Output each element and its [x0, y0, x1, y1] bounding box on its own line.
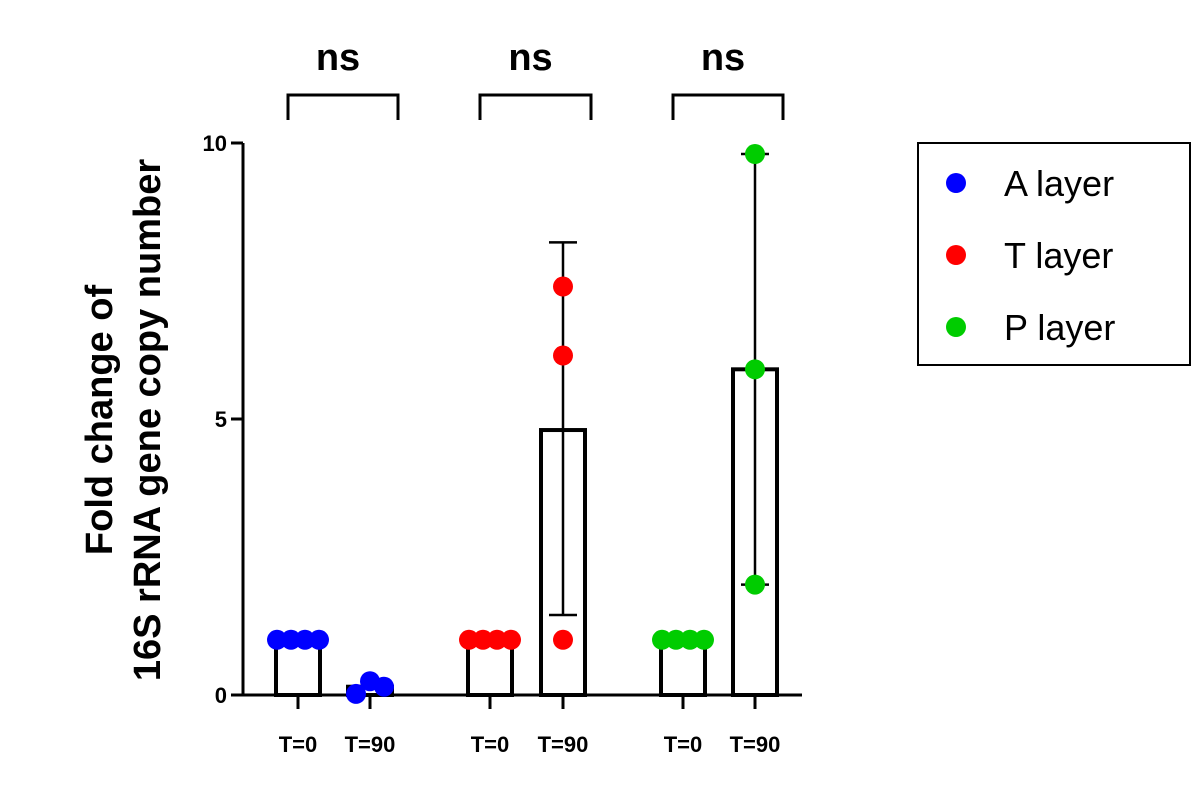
t-layer-significance-bracket	[478, 93, 593, 120]
legend-label-a-layer: A layer	[1004, 163, 1114, 204]
a-layer-point-t0-1	[267, 629, 287, 650]
p-layer-point-t90-2	[745, 359, 765, 380]
y-tick-label-10: 10	[203, 131, 227, 156]
t-layer-point-t0-1	[459, 629, 479, 650]
legend-marker-a-layer	[946, 173, 966, 193]
p-layer-point-t0-1	[652, 629, 672, 650]
t-layer-point-t0-2	[473, 629, 493, 650]
y-tick-label-5: 5	[215, 407, 227, 432]
p-layer-point-t0-4	[694, 629, 714, 650]
a-layer-significance-label: ns	[316, 37, 360, 79]
t-layer-point-t0-4	[501, 629, 521, 650]
legend-marker-p-layer	[946, 317, 966, 337]
p-layer-point-t90-1	[745, 144, 765, 165]
t-layer-significance-label: ns	[508, 37, 552, 79]
a-layer-category-label-t90: T=90	[345, 732, 396, 757]
p-layer-point-t0-3	[680, 629, 700, 650]
y-tick-label-0: 0	[215, 683, 227, 708]
t-layer-category-label-t90: T=90	[538, 732, 589, 757]
t-layer-point-t90-3	[553, 629, 573, 650]
p-layer-category-label-t0: T=0	[664, 732, 703, 757]
legend-label-p-layer: P layer	[1004, 307, 1115, 348]
y-axis-title-line-1: Fold change of	[79, 285, 121, 556]
a-layer-point-t0-3	[295, 629, 315, 650]
t-layer-point-t90-2	[553, 345, 573, 366]
y-axis-title: Fold change of 16S rRNA gene copy number	[79, 159, 169, 681]
t-layer-point-t90-1	[553, 276, 573, 297]
a-layer-point-t90-3	[374, 676, 394, 697]
a-layer-point-t0-2	[281, 629, 301, 650]
p-layer-point-t90-3	[745, 574, 765, 595]
legend-marker-t-layer	[946, 245, 966, 265]
y-axis-title-line-2: 16S rRNA gene copy number	[127, 159, 169, 681]
a-layer-point-t90-1	[346, 683, 366, 704]
a-layer-significance-bracket	[286, 93, 400, 120]
a-layer-point-t0-4	[309, 629, 329, 650]
p-layer-significance-label: ns	[701, 37, 745, 79]
t-layer-bar-t0	[466, 637, 514, 697]
t-layer-point-t0-3	[487, 629, 507, 650]
a-layer-category-label-t0: T=0	[279, 732, 318, 757]
t-layer-category-label-t0: T=0	[471, 732, 510, 757]
p-layer-category-label-t90: T=90	[730, 732, 781, 757]
legend-label-t-layer: T layer	[1004, 235, 1113, 276]
p-layer-point-t0-2	[666, 629, 686, 650]
p-layer-significance-bracket	[671, 93, 785, 120]
